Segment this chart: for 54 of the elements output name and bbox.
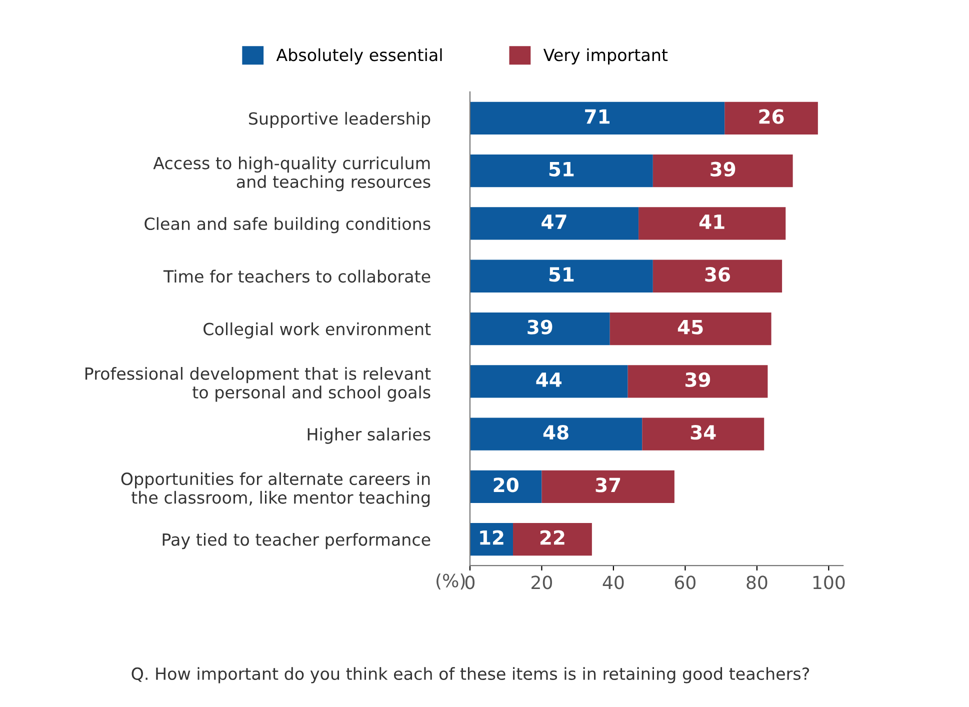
data-label: 36	[705, 267, 730, 282]
y-tick-label: Time for teachers to collaborate	[163, 270, 430, 283]
data-label: 44	[536, 372, 562, 387]
x-tick-label: 60	[674, 576, 696, 590]
data-label: 47	[542, 214, 566, 229]
data-label: 45	[678, 320, 703, 334]
y-tick-label: Clean and safe building conditions	[144, 217, 430, 234]
bar	[638, 207, 786, 240]
bar	[470, 154, 653, 188]
data-label: 48	[543, 424, 568, 440]
data-label: 12	[480, 530, 504, 545]
data-label: 39	[686, 372, 710, 388]
bar	[652, 260, 782, 292]
text: Q. How important do you think each of these items is in retaining good teachers?	[132, 667, 810, 684]
data-label: 22	[540, 530, 564, 545]
bar	[628, 365, 768, 398]
x-tick-label: 20	[532, 576, 552, 590]
y-tick-label: Opportunities for alternate careers in the classroom, like mentor teaching	[121, 472, 430, 508]
data-label: 71	[585, 109, 610, 124]
bar	[724, 102, 818, 135]
y-tick-label: Access to high-quality curriculum and teaching resources	[153, 156, 430, 192]
bar	[542, 470, 674, 503]
data-label: 39	[528, 320, 552, 334]
x-tick-label: 80	[746, 576, 768, 590]
data-label: 39	[710, 162, 736, 176]
legend-label: Very important	[543, 48, 668, 64]
bar	[513, 522, 592, 556]
bar	[470, 470, 542, 503]
data-label: 34	[690, 424, 716, 440]
data-label: 37	[596, 478, 620, 492]
data-label: 41	[699, 214, 724, 229]
bar	[470, 207, 639, 240]
y-tick-label: Supportive leadership	[249, 112, 430, 128]
bar	[470, 260, 653, 292]
bar	[652, 154, 793, 188]
data-label: 20	[494, 478, 518, 492]
x-axis-title: (%)	[436, 573, 465, 590]
bar	[610, 312, 772, 346]
y-tick-label: Collegial work environment	[204, 322, 431, 339]
x-tick-label: 40	[602, 576, 624, 590]
bar	[470, 312, 610, 346]
bar	[470, 365, 628, 398]
bar	[470, 102, 725, 135]
data-label: 51	[549, 267, 574, 282]
legend-label: Absolutely essential	[276, 48, 442, 64]
bar	[470, 418, 642, 450]
bar	[642, 418, 764, 450]
data-label: 26	[759, 109, 784, 124]
y-tick-label: Professional development that is relevant to personal and school goals	[85, 366, 431, 402]
y-tick-label: Higher salaries	[308, 428, 430, 444]
x-tick-label: 0	[465, 576, 475, 590]
x-tick-label: 100	[813, 576, 845, 590]
y-tick-label: Pay tied to teacher performance	[162, 532, 430, 550]
data-label: 51	[549, 162, 574, 176]
